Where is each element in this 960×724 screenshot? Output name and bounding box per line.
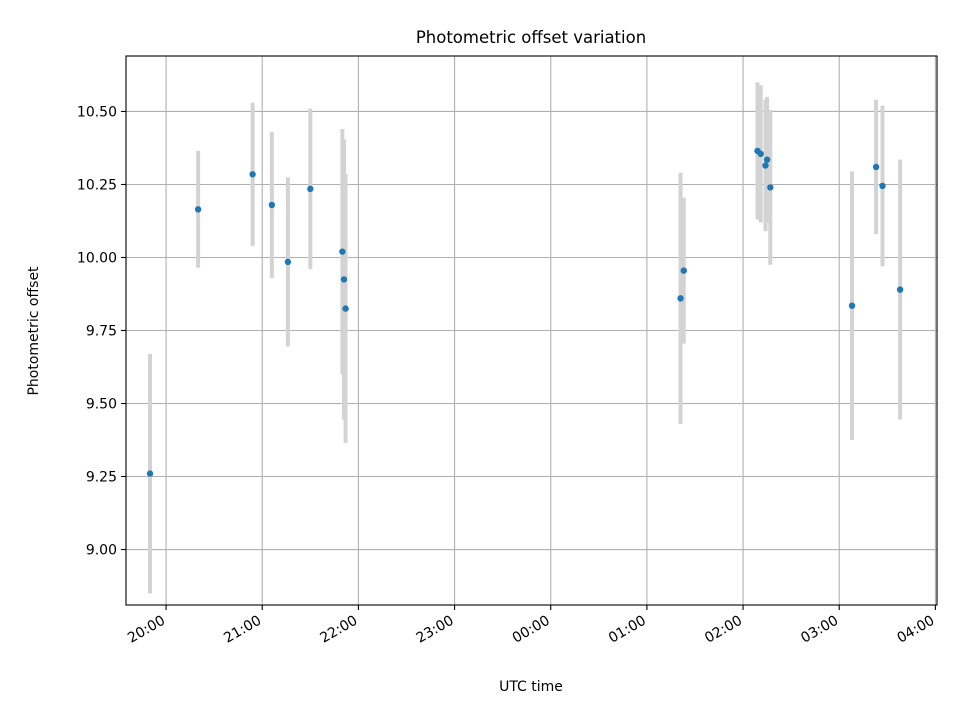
data-point — [762, 162, 769, 169]
data-point — [872, 163, 880, 171]
grid-lines — [126, 56, 937, 605]
x-tick-label: 23:00 — [414, 613, 457, 647]
data-point — [680, 267, 687, 274]
y-axis-ticks: 9.00 9.25 9.50 9.75 10.00 10.25 10.50 — [77, 104, 126, 559]
data-point — [339, 248, 346, 255]
data-point — [268, 201, 276, 209]
y-tick-label: 10.00 — [77, 250, 117, 266]
data-point — [284, 258, 292, 266]
data-point — [340, 276, 348, 283]
data-point — [848, 302, 856, 309]
y-tick-label: 9.50 — [86, 397, 117, 413]
data-point — [757, 150, 764, 158]
data-point — [677, 295, 684, 302]
x-axis-ticks: 20:00 21:00 22:00 23:00 00:00 01:00 02:00 03:00… — [125, 605, 937, 647]
chart-title: Photometric offset variation — [416, 28, 646, 47]
data-point — [767, 184, 774, 191]
x-tick-label: 01:00 — [606, 613, 649, 647]
data-point — [249, 171, 256, 178]
data-points — [146, 147, 904, 477]
data-point — [763, 156, 771, 163]
x-tick-label: 20:00 — [125, 613, 168, 647]
data-point — [879, 182, 886, 190]
data-point — [146, 470, 154, 477]
x-tick-label: 00:00 — [510, 613, 553, 647]
x-tick-label: 22:00 — [317, 613, 360, 647]
x-axis-label: UTC time — [499, 679, 563, 695]
y-tick-label: 9.25 — [86, 470, 117, 486]
data-point — [896, 286, 904, 293]
y-tick-label: 9.75 — [86, 324, 117, 340]
x-tick-label: 02:00 — [702, 613, 745, 647]
data-point — [307, 185, 314, 193]
x-tick-label: 03:00 — [798, 613, 841, 647]
y-tick-label: 9.00 — [86, 543, 117, 559]
x-tick-label: 04:00 — [894, 613, 937, 647]
data-point — [194, 206, 202, 213]
y-axis-label: Photometric offset — [26, 266, 42, 396]
data-point — [342, 305, 349, 312]
x-tick-label: 21:00 — [221, 613, 264, 647]
y-tick-label: 10.50 — [77, 104, 117, 120]
y-tick-label: 10.25 — [77, 177, 117, 193]
